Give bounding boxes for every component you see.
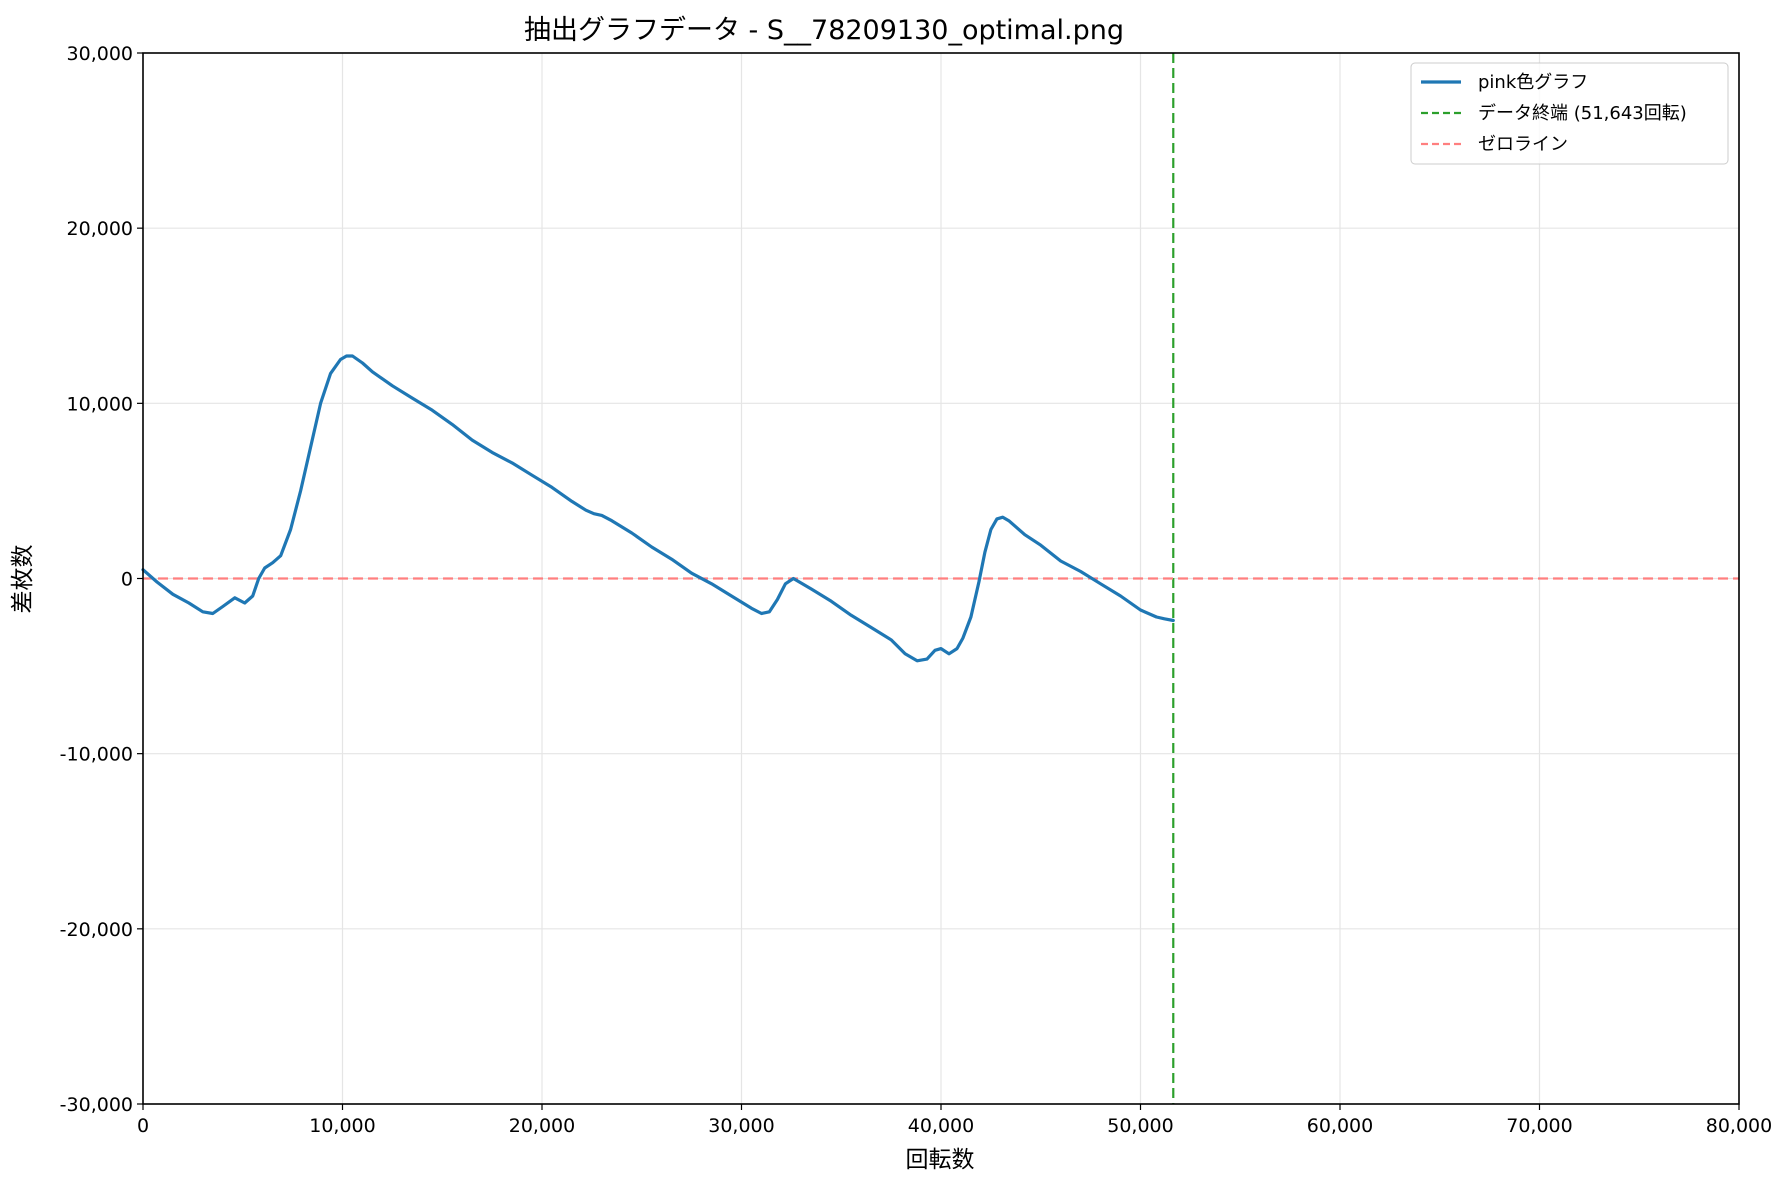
y-tick-label: -10,000	[60, 744, 133, 766]
axis-ticks: 0 10,000 20,000 30,000 40,000 50,000 60,000 70,…	[60, 43, 1773, 1137]
legend-label: ゼロライン	[1478, 134, 1568, 155]
x-tick-label: 40,000	[908, 1115, 974, 1137]
legend-label: pink色グラフ	[1478, 72, 1588, 93]
x-tick-label: 10,000	[309, 1115, 375, 1137]
x-axis-label: 回転数	[906, 1147, 975, 1173]
legend-box	[1410, 62, 1729, 165]
y-tick-label: 20,000	[67, 218, 133, 240]
reference-lines	[143, 53, 1739, 1104]
x-tick-label: 20,000	[509, 1115, 575, 1137]
y-tick-label: 30,000	[67, 43, 133, 65]
x-tick-label: 80,000	[1706, 1115, 1772, 1137]
chart-title: 抽出グラフデータ - S__78209130_optimal.png	[524, 15, 1124, 46]
x-tick-label: 60,000	[1307, 1115, 1373, 1137]
legend-label: データ終端 (51,643回転)	[1478, 103, 1687, 124]
y-tick-label: 10,000	[67, 393, 133, 415]
x-tick-label: 0	[137, 1115, 149, 1137]
x-tick-label: 70,000	[1506, 1115, 1572, 1137]
y-tick-label: -30,000	[60, 1094, 133, 1116]
series-line	[141, 354, 1175, 663]
y-tick-label: -20,000	[60, 919, 133, 941]
y-tick-label: 0	[121, 569, 133, 591]
x-tick-label: 50,000	[1107, 1115, 1173, 1137]
x-tick-label: 30,000	[708, 1115, 774, 1137]
y-axis-label: 差枚数	[10, 545, 36, 614]
data-series	[141, 354, 1175, 663]
